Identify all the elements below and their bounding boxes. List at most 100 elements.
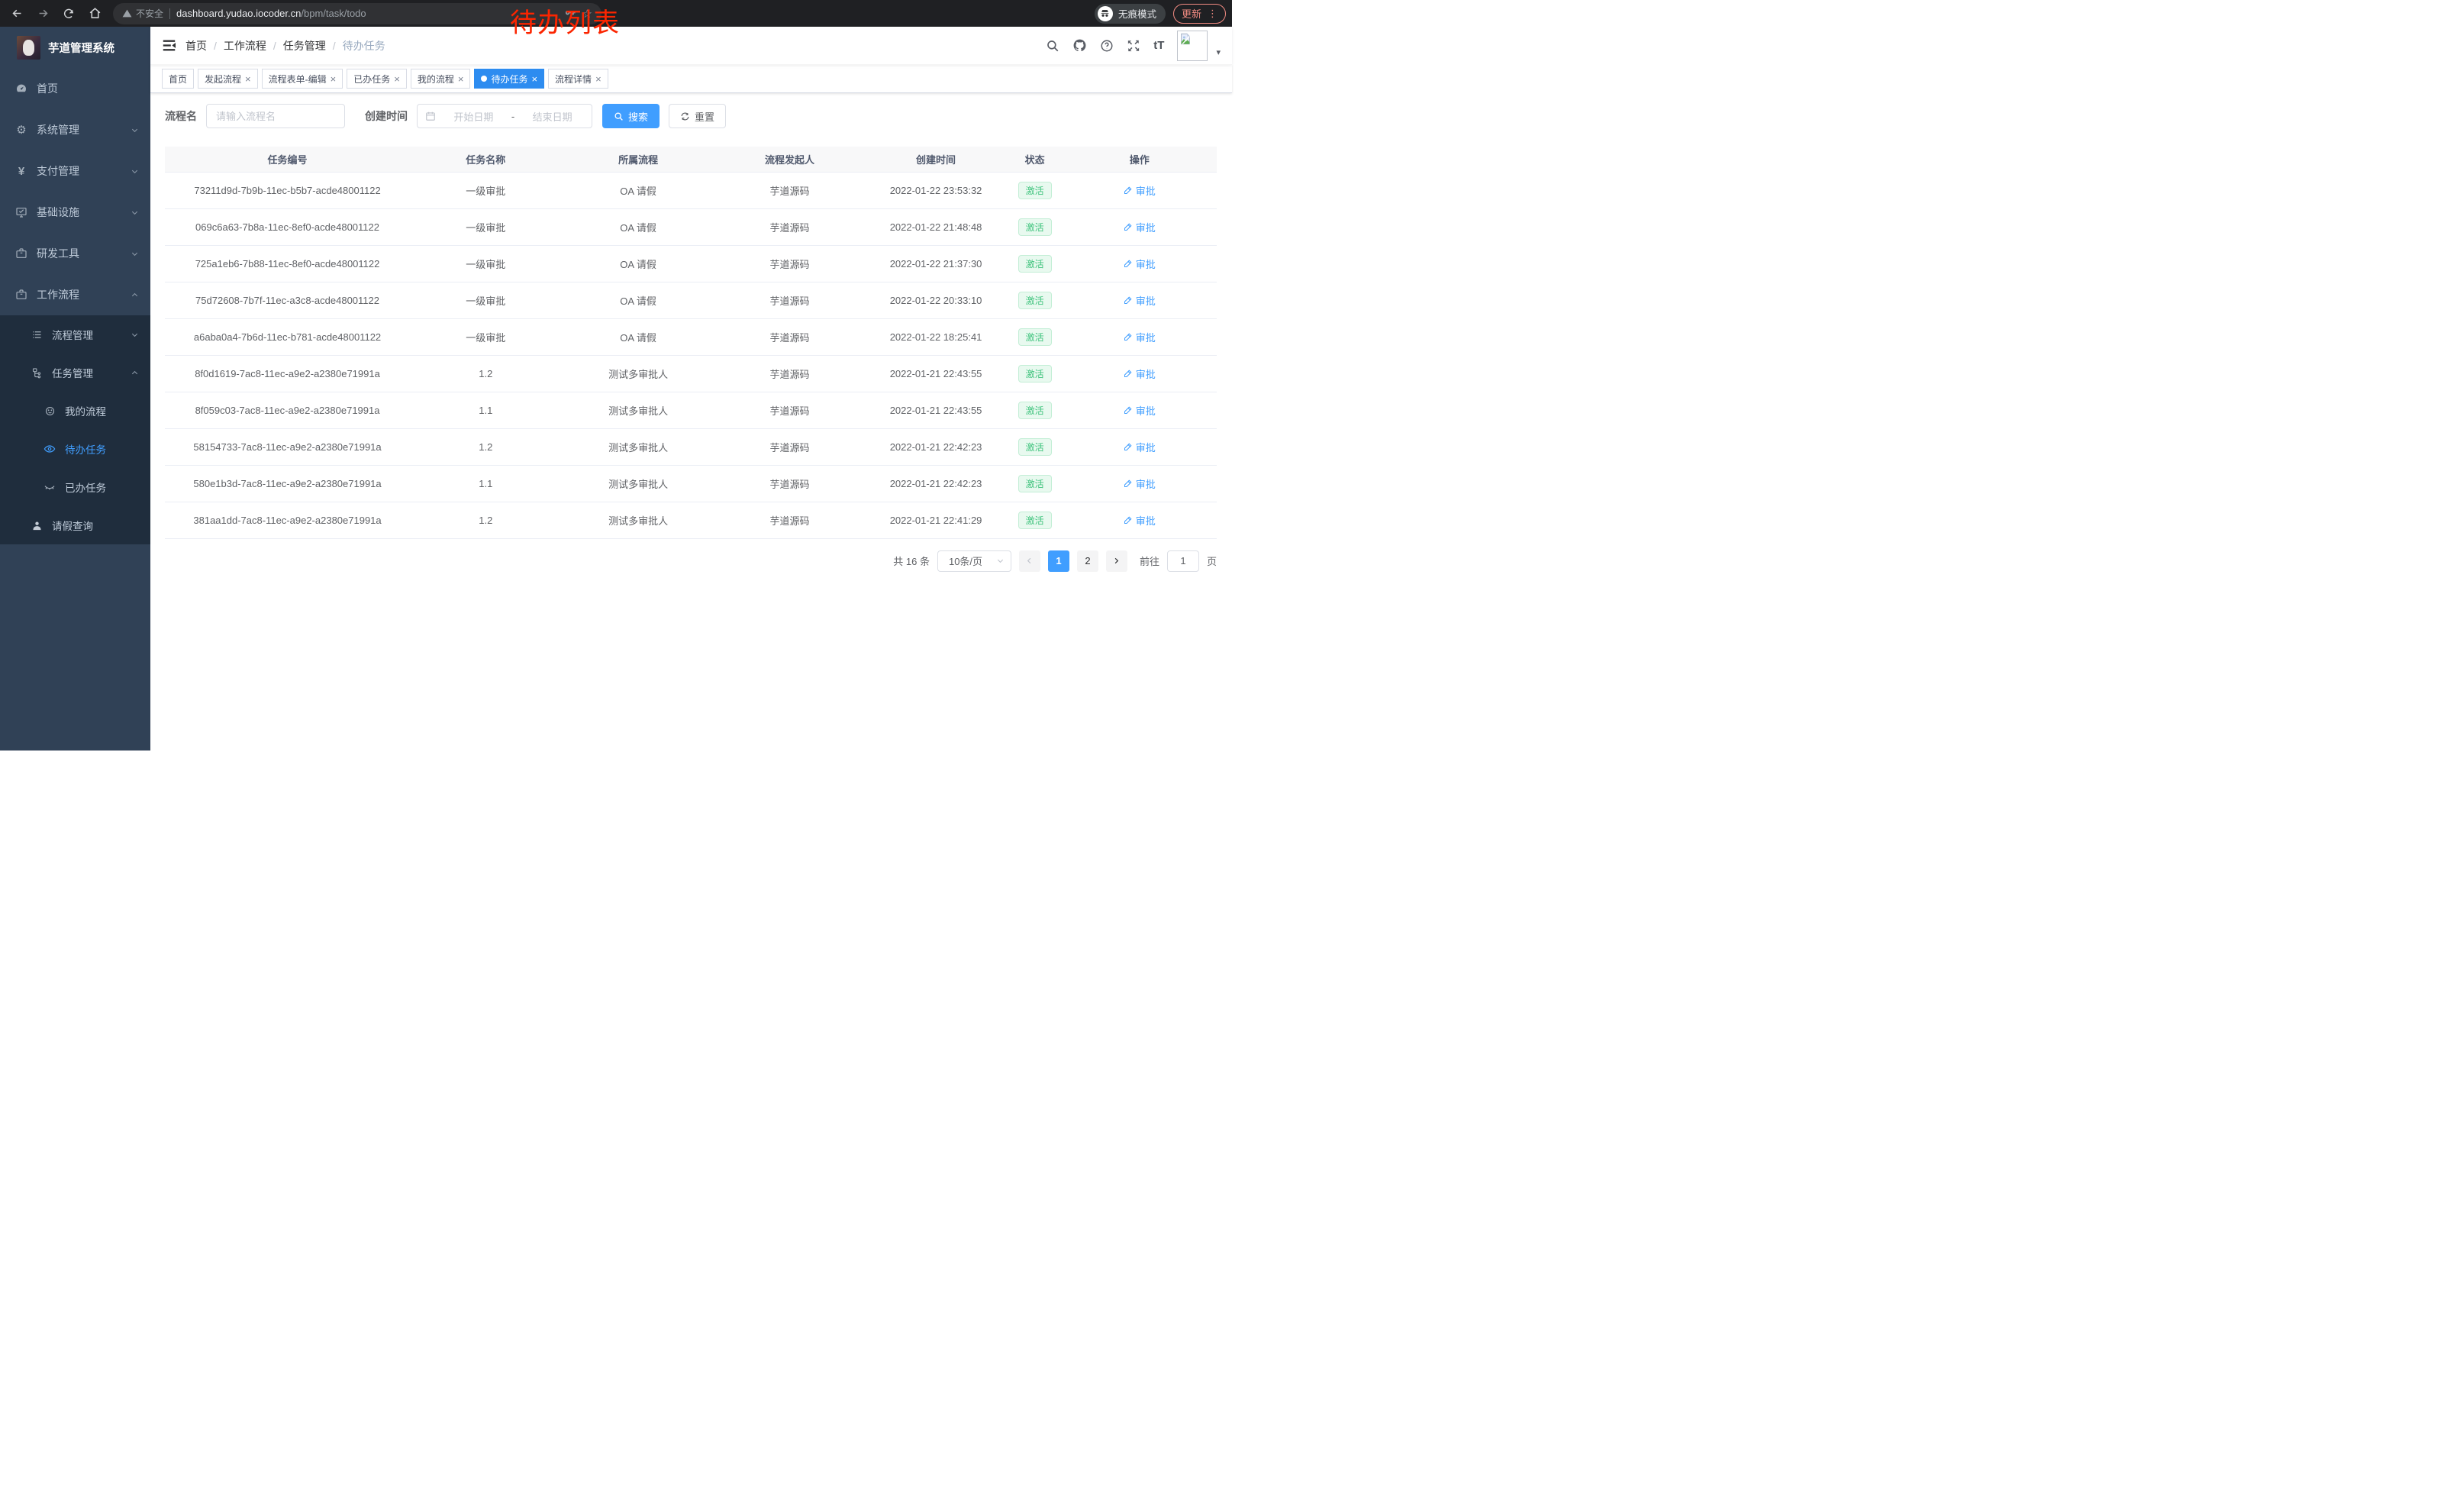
update-button[interactable]: 更新 ⋮: [1172, 3, 1226, 24]
approve-link[interactable]: 审批: [1124, 220, 1156, 234]
date-range-picker[interactable]: 开始日期 - 结束日期: [417, 104, 592, 128]
approve-link[interactable]: 审批: [1124, 330, 1156, 344]
page-size-select[interactable]: 10条/页: [937, 550, 1011, 572]
bookmark-star-icon[interactable]: ☆: [582, 7, 592, 21]
forward-icon[interactable]: [32, 3, 53, 24]
breadcrumb-workflow[interactable]: 工作流程: [223, 39, 266, 52]
tab-form-edit[interactable]: 流程表单-编辑 ×: [261, 69, 343, 89]
sidebar-collapse-icon[interactable]: [162, 39, 185, 52]
cell-process: OA 请假: [561, 245, 715, 282]
pagination: 共 16 条 10条/页 1 2 前往 页: [165, 550, 1217, 572]
search-icon: [614, 112, 623, 121]
sidebar-item-devtools[interactable]: 研发工具: [0, 233, 150, 274]
sidebar-item-home[interactable]: 首页: [0, 68, 150, 109]
sidebar-item-leave-query[interactable]: 请假查询: [0, 506, 150, 544]
tab-done-tasks[interactable]: 已办任务 ×: [347, 69, 407, 89]
goto-page-input[interactable]: [1166, 550, 1199, 572]
cell-initiator: 芋道源码: [714, 502, 865, 539]
chevron-up-icon: [131, 291, 139, 299]
tab-todo-tasks[interactable]: 待办任务 ×: [474, 69, 545, 89]
sidebar-item-todo-tasks[interactable]: 待办任务: [0, 430, 150, 468]
todo-list-annotation: 待办列表: [510, 8, 621, 38]
breadcrumb-task-mgmt[interactable]: 任务管理: [282, 39, 326, 52]
reload-icon[interactable]: [58, 3, 79, 24]
sidebar-item-payment[interactable]: ¥ 支付管理: [0, 150, 150, 192]
cell-initiator: 芋道源码: [714, 172, 865, 209]
approve-link[interactable]: 审批: [1124, 183, 1156, 198]
sidebar-item-process-mgmt[interactable]: 流程管理: [0, 315, 150, 353]
browser-menu-icon[interactable]: ⋮: [1208, 7, 1217, 19]
approve-link[interactable]: 审批: [1124, 476, 1156, 491]
table-row: 725a1eb6-7b88-11ec-8ef0-acde48001122 一级审…: [165, 245, 1217, 282]
avatar[interactable]: [1177, 30, 1208, 61]
table-body: 73211d9d-7b9b-11ec-b5b7-acde48001122 一级审…: [165, 172, 1217, 539]
caret-down-icon[interactable]: ▾: [1216, 48, 1221, 57]
gear-icon: ⚙: [16, 124, 27, 137]
cell-task-id: 725a1eb6-7b88-11ec-8ef0-acde48001122: [165, 245, 411, 282]
close-icon[interactable]: ×: [394, 73, 400, 85]
approve-link[interactable]: 审批: [1124, 440, 1156, 454]
close-icon[interactable]: ×: [330, 73, 337, 85]
sidebar-item-label: 系统管理: [37, 124, 79, 136]
close-icon[interactable]: ×: [595, 73, 601, 85]
cell-process: OA 请假: [561, 282, 715, 319]
logo-image: [17, 35, 40, 60]
github-icon[interactable]: [1072, 38, 1087, 53]
cell-process: 测试多审批人: [561, 428, 715, 466]
cell-create-time: 2022-01-22 23:53:32: [864, 172, 1008, 209]
table-row: 58154733-7ac8-11ec-a9e2-a2380e71991a 1.2…: [165, 428, 1217, 466]
search-button[interactable]: 搜索: [602, 104, 660, 128]
table-row: 580e1b3d-7ac8-11ec-a9e2-a2380e71991a 1.1…: [165, 465, 1217, 502]
create-time-label: 创建时间: [365, 110, 408, 122]
sidebar-item-my-process[interactable]: 我的流程: [0, 392, 150, 430]
app-logo[interactable]: 芋道管理系统: [0, 27, 150, 68]
not-secure-warning[interactable]: 不安全: [122, 7, 163, 20]
help-icon[interactable]: [1100, 39, 1114, 53]
close-icon[interactable]: ×: [457, 73, 464, 85]
sidebar-item-done-tasks[interactable]: 已办任务: [0, 468, 150, 506]
table-row: 069c6a63-7b8a-11ec-8ef0-acde48001122 一级审…: [165, 208, 1217, 246]
font-size-icon[interactable]: tT: [1153, 39, 1165, 52]
tab-process-detail[interactable]: 流程详情 ×: [548, 69, 608, 89]
tags-view: 首页 发起流程 × 流程表单-编辑 × 已办任务 × 我的流程 × 待办任务 × 流程详情…: [150, 65, 1232, 93]
page-button-1[interactable]: 1: [1047, 550, 1069, 572]
broken-image-icon: [1181, 33, 1191, 44]
breadcrumb-home[interactable]: 首页: [185, 39, 207, 52]
approve-link[interactable]: 审批: [1124, 293, 1156, 308]
breadcrumb: 首页 / 工作流程 / 任务管理 / 待办任务: [185, 39, 385, 52]
close-icon[interactable]: ×: [245, 73, 251, 85]
tab-home[interactable]: 首页: [162, 69, 195, 89]
cell-process: OA 请假: [561, 208, 715, 246]
close-icon[interactable]: ×: [531, 73, 538, 85]
table-row: 8f059c03-7ac8-11ec-a9e2-a2380e71991a 1.1…: [165, 392, 1217, 429]
approve-link[interactable]: 审批: [1124, 403, 1156, 418]
prev-page-button[interactable]: [1018, 550, 1040, 572]
reset-button[interactable]: 重置: [669, 104, 727, 128]
cell-create-time: 2022-01-21 22:42:23: [864, 428, 1008, 466]
key-icon[interactable]: [564, 8, 576, 20]
chevron-down-icon: [131, 250, 139, 258]
table-row: 8f0d1619-7ac8-11ec-a9e2-a2380e71991a 1.2…: [165, 355, 1217, 392]
cell-task-name: 一级审批: [410, 318, 562, 356]
home-icon[interactable]: [84, 3, 105, 24]
approve-link[interactable]: 审批: [1124, 513, 1156, 528]
approve-link[interactable]: 审批: [1124, 366, 1156, 381]
sidebar-item-task-mgmt[interactable]: 任务管理: [0, 353, 150, 392]
cell-process: 测试多审批人: [561, 392, 715, 429]
approve-link[interactable]: 审批: [1124, 257, 1156, 271]
sidebar-item-label: 工作流程: [37, 289, 79, 301]
url-bar[interactable]: 不安全 dashboard.yudao.iocoder.cn/bpm/task/…: [113, 2, 601, 24]
sidebar-item-infra[interactable]: 基础设施: [0, 192, 150, 233]
process-name-input[interactable]: [206, 104, 345, 128]
fullscreen-icon[interactable]: [1127, 39, 1140, 53]
tab-start-process[interactable]: 发起流程 ×: [198, 69, 258, 89]
cell-initiator: 芋道源码: [714, 282, 865, 319]
page-button-2[interactable]: 2: [1076, 550, 1098, 572]
sidebar-item-system[interactable]: ⚙ 系统管理: [0, 109, 150, 150]
back-icon[interactable]: [6, 3, 27, 24]
tab-my-process[interactable]: 我的流程 ×: [410, 69, 471, 89]
cell-task-name: 一级审批: [410, 245, 562, 282]
sidebar-item-workflow[interactable]: 工作流程: [0, 274, 150, 315]
search-icon[interactable]: [1046, 39, 1059, 53]
next-page-button[interactable]: [1105, 550, 1127, 572]
